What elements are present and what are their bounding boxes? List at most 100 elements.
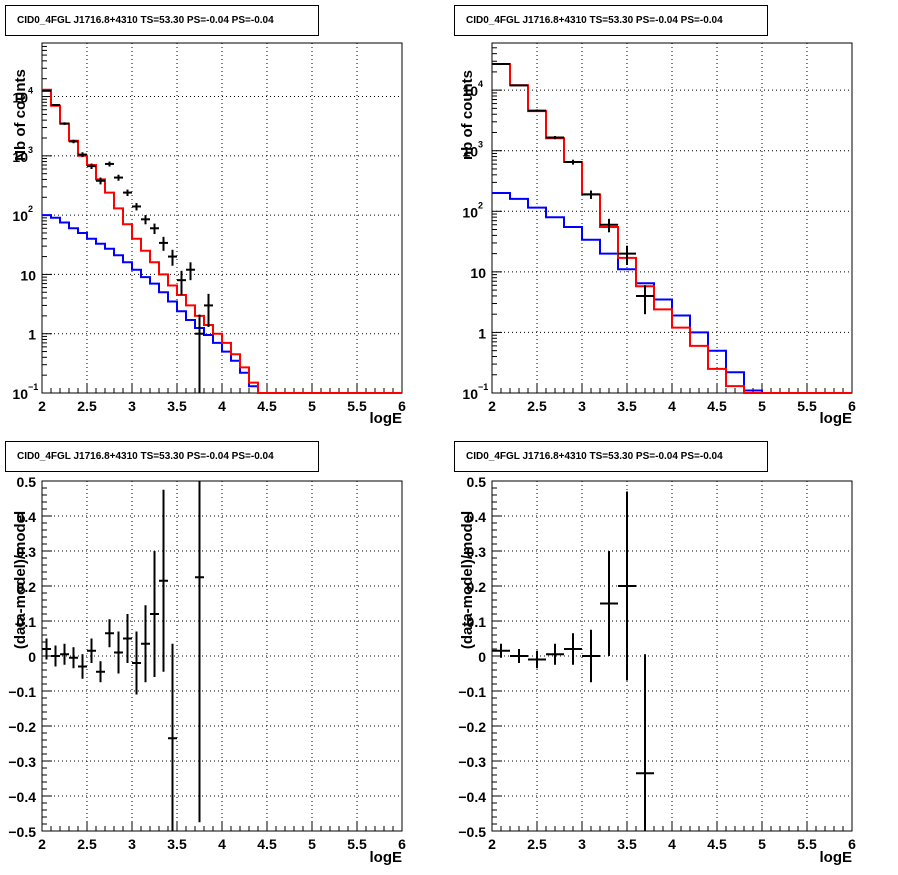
data-point — [141, 215, 150, 225]
data-point — [195, 314, 204, 393]
y-tick-label: −0.5 — [8, 824, 36, 840]
y-tick-label: 0.1 — [17, 614, 37, 630]
x-tick-label: 4 — [668, 398, 676, 414]
y-tick-exponent: 4 — [478, 79, 483, 89]
y-tick-label: 10 — [462, 144, 478, 160]
y-tick-label: 1 — [478, 325, 486, 341]
chart-title: CID0_4FGL J1716.8+4310 TS=53.30 PS=-0.04… — [17, 451, 274, 462]
y-axis-label: Nb of counts — [12, 69, 29, 161]
x-tick-label: 4.5 — [257, 836, 277, 852]
y-tick-exponent: 3 — [478, 140, 483, 150]
data-point — [492, 63, 510, 66]
y-axis-label: (data-model)/model — [12, 511, 29, 649]
y-tick-label: −0.2 — [8, 719, 36, 735]
y-tick-label: 10 — [462, 204, 478, 220]
x-tick-label: 6 — [848, 836, 856, 852]
x-tick-label: 4.5 — [257, 398, 277, 414]
y-tick-exponent: −1 — [28, 382, 38, 392]
x-tick-label: 3 — [578, 836, 586, 852]
x-axis-label: logE — [370, 410, 403, 427]
y-tick-label: −0.4 — [8, 789, 36, 805]
data-point — [132, 203, 141, 211]
title-box — [5, 5, 319, 36]
data-point — [87, 638, 96, 663]
x-tick-label: 2.5 — [527, 398, 547, 414]
x-tick-label: 4 — [668, 836, 676, 852]
x-tick-label: 6 — [848, 398, 856, 414]
data-point — [78, 152, 87, 158]
y-tick-label: −0.1 — [8, 684, 36, 700]
data-point — [141, 605, 150, 683]
x-tick-label: 2 — [38, 836, 46, 852]
y-tick-exponent: 2 — [478, 200, 483, 210]
chart-title: CID0_4FGL J1716.8+4310 TS=53.30 PS=-0.04… — [466, 451, 723, 462]
x-axis-label: logE — [820, 849, 853, 866]
data-point — [546, 643, 564, 665]
chart-title: CID0_4FGL J1716.8+4310 TS=53.30 PS=-0.04… — [466, 15, 723, 26]
x-tick-label: 2 — [488, 398, 496, 414]
y-tick-label: 1 — [28, 327, 36, 343]
data-point — [96, 661, 105, 683]
y-tick-label: 0 — [28, 649, 36, 665]
panel-bottom-right: CID0_4FGL J1716.8+4310 TS=53.30 PS=-0.04… — [454, 441, 856, 866]
data-point — [51, 104, 60, 107]
data-point — [636, 654, 654, 831]
x-tick-label: 5.5 — [347, 836, 367, 852]
panel-bottom-left: CID0_4FGL J1716.8+4310 TS=53.30 PS=-0.04… — [5, 441, 406, 866]
data-point — [186, 262, 195, 281]
data-point — [564, 159, 582, 165]
data-point — [618, 491, 636, 681]
data-point — [150, 551, 159, 677]
data-point — [528, 650, 546, 669]
x-tick-label: 4 — [218, 398, 226, 414]
x-tick-label: 3.5 — [167, 836, 187, 852]
data-point — [60, 122, 69, 125]
y-tick-label: 10 — [470, 265, 486, 281]
total-model-histogram — [492, 63, 852, 394]
y-tick-label: 0.3 — [17, 544, 37, 560]
x-tick-label: 4.5 — [707, 836, 727, 852]
x-tick-label: 3.5 — [167, 398, 187, 414]
y-tick-label: 10 — [20, 267, 36, 283]
y-tick-label: 0 — [478, 649, 486, 665]
data-point — [195, 481, 204, 823]
x-tick-label: 5.5 — [347, 398, 367, 414]
x-tick-label: 2.5 — [527, 836, 547, 852]
y-tick-label: −0.1 — [458, 684, 486, 700]
data-point — [114, 174, 123, 181]
y-tick-label: 10 — [462, 386, 478, 402]
background-model-histogram — [42, 214, 402, 394]
title-box — [454, 441, 768, 472]
y-tick-label: 0.5 — [17, 474, 37, 490]
data-point — [510, 84, 528, 87]
data-point — [159, 236, 168, 251]
data-point — [564, 633, 582, 665]
x-tick-label: 4 — [218, 836, 226, 852]
data-point — [69, 139, 78, 144]
data-point — [96, 177, 105, 185]
y-tick-label: 0.2 — [17, 579, 37, 595]
data-point — [582, 190, 600, 199]
x-tick-label: 3.5 — [617, 836, 637, 852]
panel-top-left: CID0_4FGL J1716.8+4310 TS=53.30 PS=-0.04… — [5, 5, 406, 427]
data-point — [105, 619, 114, 648]
data-point — [51, 645, 60, 667]
data-point — [150, 223, 159, 235]
data-point — [114, 631, 123, 674]
x-tick-label: 4.5 — [707, 398, 727, 414]
y-tick-label: 0.5 — [467, 474, 487, 490]
x-tick-label: 5.5 — [797, 836, 817, 852]
data-point — [159, 489, 168, 672]
y-tick-label: −0.3 — [458, 754, 486, 770]
data-point — [492, 643, 510, 658]
x-tick-label: 2 — [38, 398, 46, 414]
data-point — [60, 643, 69, 665]
data-point — [618, 245, 636, 265]
x-axis-label: logE — [820, 410, 853, 427]
x-tick-label: 5 — [758, 398, 766, 414]
x-axis-label: logE — [370, 849, 403, 866]
data-point — [132, 631, 141, 695]
y-tick-label: −0.4 — [458, 789, 486, 805]
y-tick-label: 10 — [12, 149, 28, 165]
